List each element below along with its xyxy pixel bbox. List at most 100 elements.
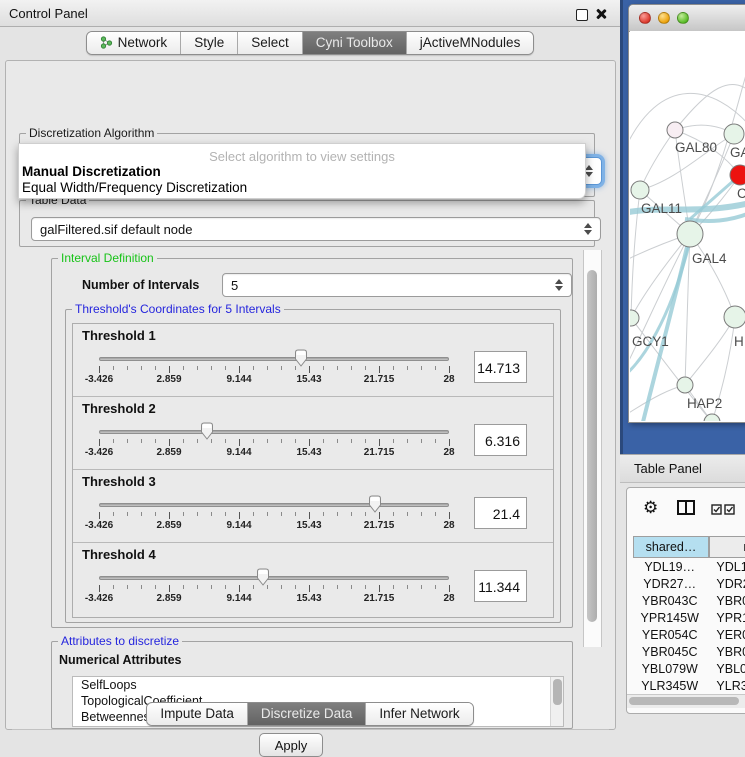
table-cell[interactable]: YLR345W bbox=[641, 679, 699, 693]
mac-close-icon[interactable] bbox=[639, 12, 651, 24]
table-data-combobox[interactable]: galFiltered.sif default node bbox=[31, 217, 601, 241]
table-cell[interactable]: YDL1 bbox=[716, 560, 745, 574]
node-label: H bbox=[734, 334, 744, 349]
table-cell[interactable]: YBL079W bbox=[641, 662, 698, 676]
threshold-value-field[interactable]: 21.4 bbox=[474, 497, 527, 529]
network-edge[interactable] bbox=[630, 317, 712, 421]
table-cell[interactable]: YDR2 bbox=[716, 577, 745, 591]
tab-select[interactable]: Select bbox=[238, 32, 303, 54]
table-cell[interactable]: YPR145W bbox=[640, 611, 699, 625]
tick-label: 15.43 bbox=[296, 374, 322, 385]
network-edge[interactable] bbox=[684, 233, 691, 386]
settings-scrollbar[interactable] bbox=[583, 250, 602, 647]
network-node[interactable] bbox=[630, 309, 640, 327]
slider-track[interactable] bbox=[99, 576, 449, 580]
network-node[interactable] bbox=[729, 164, 745, 186]
checkbox-columns-icon[interactable] bbox=[711, 502, 735, 520]
threshold-value-field[interactable]: 14.713 bbox=[474, 351, 527, 383]
column-header-name[interactable]: name bbox=[709, 536, 745, 558]
mac-minimize-icon[interactable] bbox=[658, 12, 670, 24]
table-row[interactable]: YER054C YER0 bbox=[633, 627, 745, 644]
network-edge[interactable] bbox=[711, 316, 736, 421]
table-cell[interactable]: YBR0 bbox=[716, 594, 745, 608]
table-row[interactable]: YLR345W YLR3 bbox=[633, 678, 745, 695]
network-edge[interactable] bbox=[630, 384, 686, 416]
scrollbar-thumb[interactable] bbox=[552, 679, 562, 705]
table-cell[interactable]: YER0 bbox=[716, 628, 745, 642]
table-row[interactable]: YBR043C YBR0 bbox=[633, 593, 745, 610]
slider-thumb[interactable] bbox=[293, 349, 309, 367]
table-cell[interactable]: YBR0 bbox=[716, 645, 745, 659]
split-columns-icon[interactable] bbox=[677, 500, 695, 520]
network-node[interactable] bbox=[630, 180, 650, 200]
network-edge[interactable] bbox=[689, 233, 736, 318]
network-node[interactable] bbox=[676, 220, 704, 248]
network-node[interactable] bbox=[723, 305, 745, 329]
table-horizontal-scrollbar[interactable] bbox=[627, 694, 745, 708]
tab-discretize-data[interactable]: Discretize Data bbox=[247, 703, 367, 725]
slider-track[interactable] bbox=[99, 430, 449, 434]
network-edge[interactable] bbox=[630, 200, 745, 215]
mac-zoom-icon[interactable] bbox=[677, 12, 689, 24]
table-cell[interactable]: YDR27… bbox=[643, 577, 697, 591]
table-row[interactable]: YDR27… YDR2 bbox=[633, 576, 745, 593]
attribute-item-selfloops[interactable]: SelfLoops bbox=[81, 678, 137, 692]
table-cell[interactable]: YBR045C bbox=[641, 645, 698, 659]
slider-ticks bbox=[99, 512, 450, 520]
table-row[interactable]: YBR045C YBR0 bbox=[633, 644, 745, 661]
gear-icon[interactable]: ⚙ bbox=[643, 498, 659, 517]
top-tab-bar: Network Style Select Cyni Toolbox jActiv… bbox=[0, 31, 620, 55]
table-cell[interactable]: YPR1 bbox=[716, 611, 745, 625]
table-row[interactable]: YPR145W YPR1 bbox=[633, 610, 745, 627]
tab-impute-data[interactable]: Impute Data bbox=[147, 703, 248, 725]
number-of-intervals-combobox[interactable]: 5 bbox=[222, 273, 572, 297]
network-edge[interactable] bbox=[639, 133, 735, 191]
table-cell[interactable]: YER054C bbox=[641, 628, 698, 642]
tick-label: 21.715 bbox=[363, 520, 395, 531]
apply-button[interactable]: Apply bbox=[259, 733, 323, 757]
tab-cyni-toolbox[interactable]: Cyni Toolbox bbox=[302, 32, 407, 54]
slider-thumb[interactable] bbox=[255, 568, 271, 586]
table-cell[interactable]: YLR3 bbox=[716, 679, 745, 693]
thresholds-scroll-area: Threshold 1 14.713 -3.426 2.859 9.144 15.43… bbox=[72, 323, 554, 618]
network-edge[interactable] bbox=[674, 83, 745, 131]
tab-network[interactable]: Network bbox=[86, 32, 182, 54]
table-panel: ⚙ shared… name YDL19… YDL1 YDR27… YDR2 YBR0 bbox=[626, 487, 745, 714]
tab-jactivemnodules[interactable]: jActiveMNodules bbox=[406, 32, 534, 54]
slider-thumb[interactable] bbox=[367, 495, 383, 513]
attributes-list-scrollbar[interactable] bbox=[550, 677, 563, 726]
threshold-value-field[interactable]: 11.344 bbox=[474, 570, 527, 602]
table-cell[interactable]: YBL0 bbox=[716, 662, 745, 676]
table-cell[interactable]: YBR043C bbox=[641, 594, 698, 608]
network-edge[interactable] bbox=[630, 92, 745, 151]
algorithm-option-equal-width-frequency-discretization[interactable]: Equal Width/Frequency Discretization bbox=[22, 179, 248, 195]
network-window-titlebar[interactable] bbox=[629, 5, 745, 32]
table-row[interactable]: YDL19… YDL1 bbox=[633, 559, 745, 576]
tab-style[interactable]: Style bbox=[181, 32, 239, 54]
network-edge[interactable] bbox=[630, 189, 641, 319]
threshold-value-field[interactable]: 6.316 bbox=[474, 424, 527, 456]
scrollbar-thumb[interactable] bbox=[629, 697, 739, 705]
close-icon[interactable] bbox=[595, 8, 607, 20]
network-node[interactable] bbox=[676, 376, 694, 394]
network-node[interactable] bbox=[666, 121, 684, 139]
table-row[interactable]: YBL079W YBL0 bbox=[633, 661, 745, 678]
tick-label: 21.715 bbox=[363, 374, 395, 385]
network-node[interactable] bbox=[723, 123, 745, 145]
table-cell[interactable]: YDL19… bbox=[644, 560, 696, 574]
scrollbar-thumb[interactable] bbox=[587, 270, 597, 622]
network-canvas[interactable]: GAL80 GA C GAL11 GAL4 GCY1 H HAP2 bbox=[630, 31, 745, 421]
slider-thumb[interactable] bbox=[199, 422, 215, 440]
network-edge[interactable] bbox=[684, 212, 745, 223]
algorithm-option-manual-discretization[interactable]: Manual Discretization bbox=[22, 164, 161, 179]
tick-label: 15.43 bbox=[296, 520, 322, 531]
network-edge[interactable] bbox=[684, 316, 736, 386]
float-window-icon[interactable] bbox=[576, 9, 588, 21]
network-node[interactable] bbox=[703, 413, 721, 421]
tab-infer-network[interactable]: Infer Network bbox=[366, 703, 473, 725]
network-edge[interactable] bbox=[630, 240, 692, 376]
slider-track[interactable] bbox=[99, 503, 449, 507]
slider-track[interactable] bbox=[99, 357, 449, 361]
column-header-shared-name[interactable]: shared… bbox=[633, 536, 709, 558]
network-edge[interactable] bbox=[639, 129, 676, 191]
